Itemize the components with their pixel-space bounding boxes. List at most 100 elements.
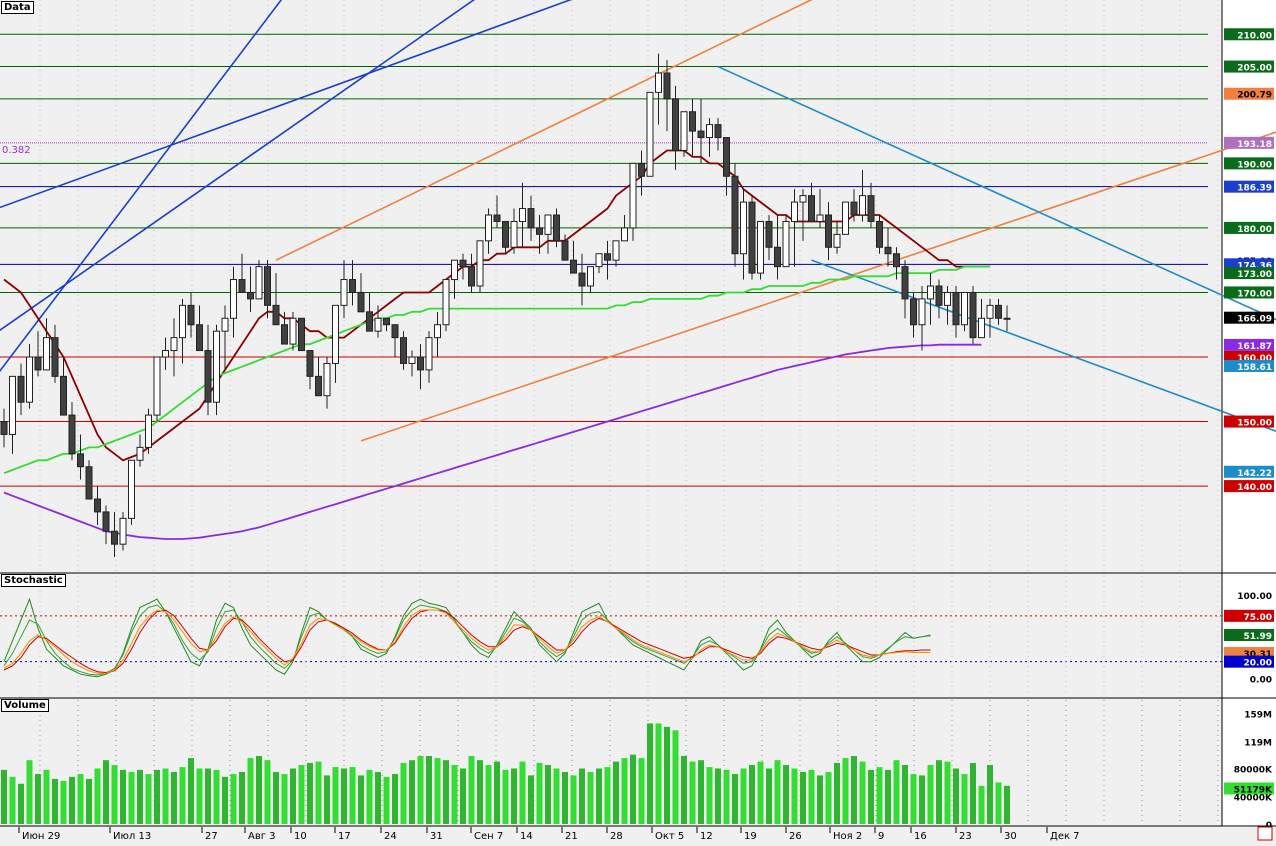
volume-bar [443,760,449,824]
time-label: 14 [520,831,533,842]
volume-bar [962,774,968,824]
volume-bar [256,756,262,824]
volume-bar [605,767,611,824]
volume-bar [868,770,874,824]
volume-bar [511,769,517,825]
volume-bar [316,762,322,824]
candle-body [78,454,84,467]
time-label: Июл 13 [113,831,151,842]
candle-body [766,221,772,247]
candle-body [129,460,135,518]
candle-body [639,163,645,176]
volume-bar [724,770,730,824]
volume-bar [588,772,594,824]
candle-body [911,299,917,325]
candle-body [188,305,194,324]
volume-pane-title: Volume [1,699,49,712]
scroll-corner-icon [1258,827,1272,840]
volume-bar [197,769,203,825]
candle-body [469,267,475,286]
volume-bar [358,775,364,824]
volume-bar [503,770,509,824]
volume-bar [494,762,500,824]
volume-bar [103,760,109,824]
candle-body [732,176,738,253]
candle-body [146,415,152,447]
candle-body [681,112,687,151]
candle-body [605,254,611,260]
candle-body [673,99,679,151]
candle-body [851,202,857,215]
candle-body [307,351,313,377]
volume-bar [44,770,50,824]
volume-bar [239,772,245,824]
candle-body [919,299,925,325]
candle-body [180,305,186,337]
volume-bar [367,770,373,824]
candle-body [86,467,92,499]
candle-body [630,163,636,228]
volume-bar [248,758,254,824]
candle-body [367,312,373,331]
volume-bar [95,769,101,825]
candle-body [358,292,364,311]
time-label: 19 [744,831,757,842]
volume-bar [996,782,1002,824]
candle-body [775,247,781,266]
price-tag-label: 150.00 [1237,419,1272,429]
stochastic-tag-label: 20.00 [1244,659,1272,669]
volume-bar [214,770,220,824]
price-tag-label: 210.00 [1237,31,1272,41]
volume-bar [622,758,628,824]
candle-body [562,241,568,260]
candle-body [690,112,696,131]
volume-bar [749,765,755,824]
volume-bar [171,772,177,824]
candle-body [894,254,900,267]
candle-body [953,292,959,324]
candle-body [860,196,866,215]
volume-bar [350,767,356,824]
candle-body [554,215,560,241]
volume-bar [554,769,560,825]
volume-bar [673,730,679,824]
volume-bar [435,758,441,824]
candle-body [936,286,942,305]
candle-body [528,209,534,228]
volume-bar [231,774,237,824]
time-label: 12 [700,831,713,842]
volume-bar [341,769,347,825]
volume-bar [69,777,75,824]
volume-bar [180,767,186,824]
volume-bar [520,762,526,824]
volume-tag-label: 119M [1244,738,1272,748]
time-label: 21 [565,831,578,842]
candle-body [945,292,951,305]
candle-body [800,196,806,202]
candle-body [214,331,220,402]
volume-bar [911,774,917,824]
candle-body [503,221,509,247]
volume-bar [596,769,602,825]
candle-body [120,518,126,544]
candle-body [154,357,160,415]
volume-bar [120,770,126,824]
volume-bar [860,762,866,824]
candle-body [324,363,330,395]
volume-bar [979,786,985,824]
candle-body [809,196,815,222]
time-label: 30 [1004,831,1017,842]
candle-body [290,318,296,344]
volume-bar [758,762,764,824]
candle-body [826,215,832,247]
volume-bar [707,767,713,824]
volume-bar [936,760,942,824]
volume-bar [324,775,330,824]
volume-bar [1004,786,1010,824]
time-label: Ноя 2 [833,831,862,842]
candle-body [443,280,449,325]
candle-body [171,338,177,351]
price-pane-title: Data [1,1,34,14]
candle-body [163,351,169,357]
